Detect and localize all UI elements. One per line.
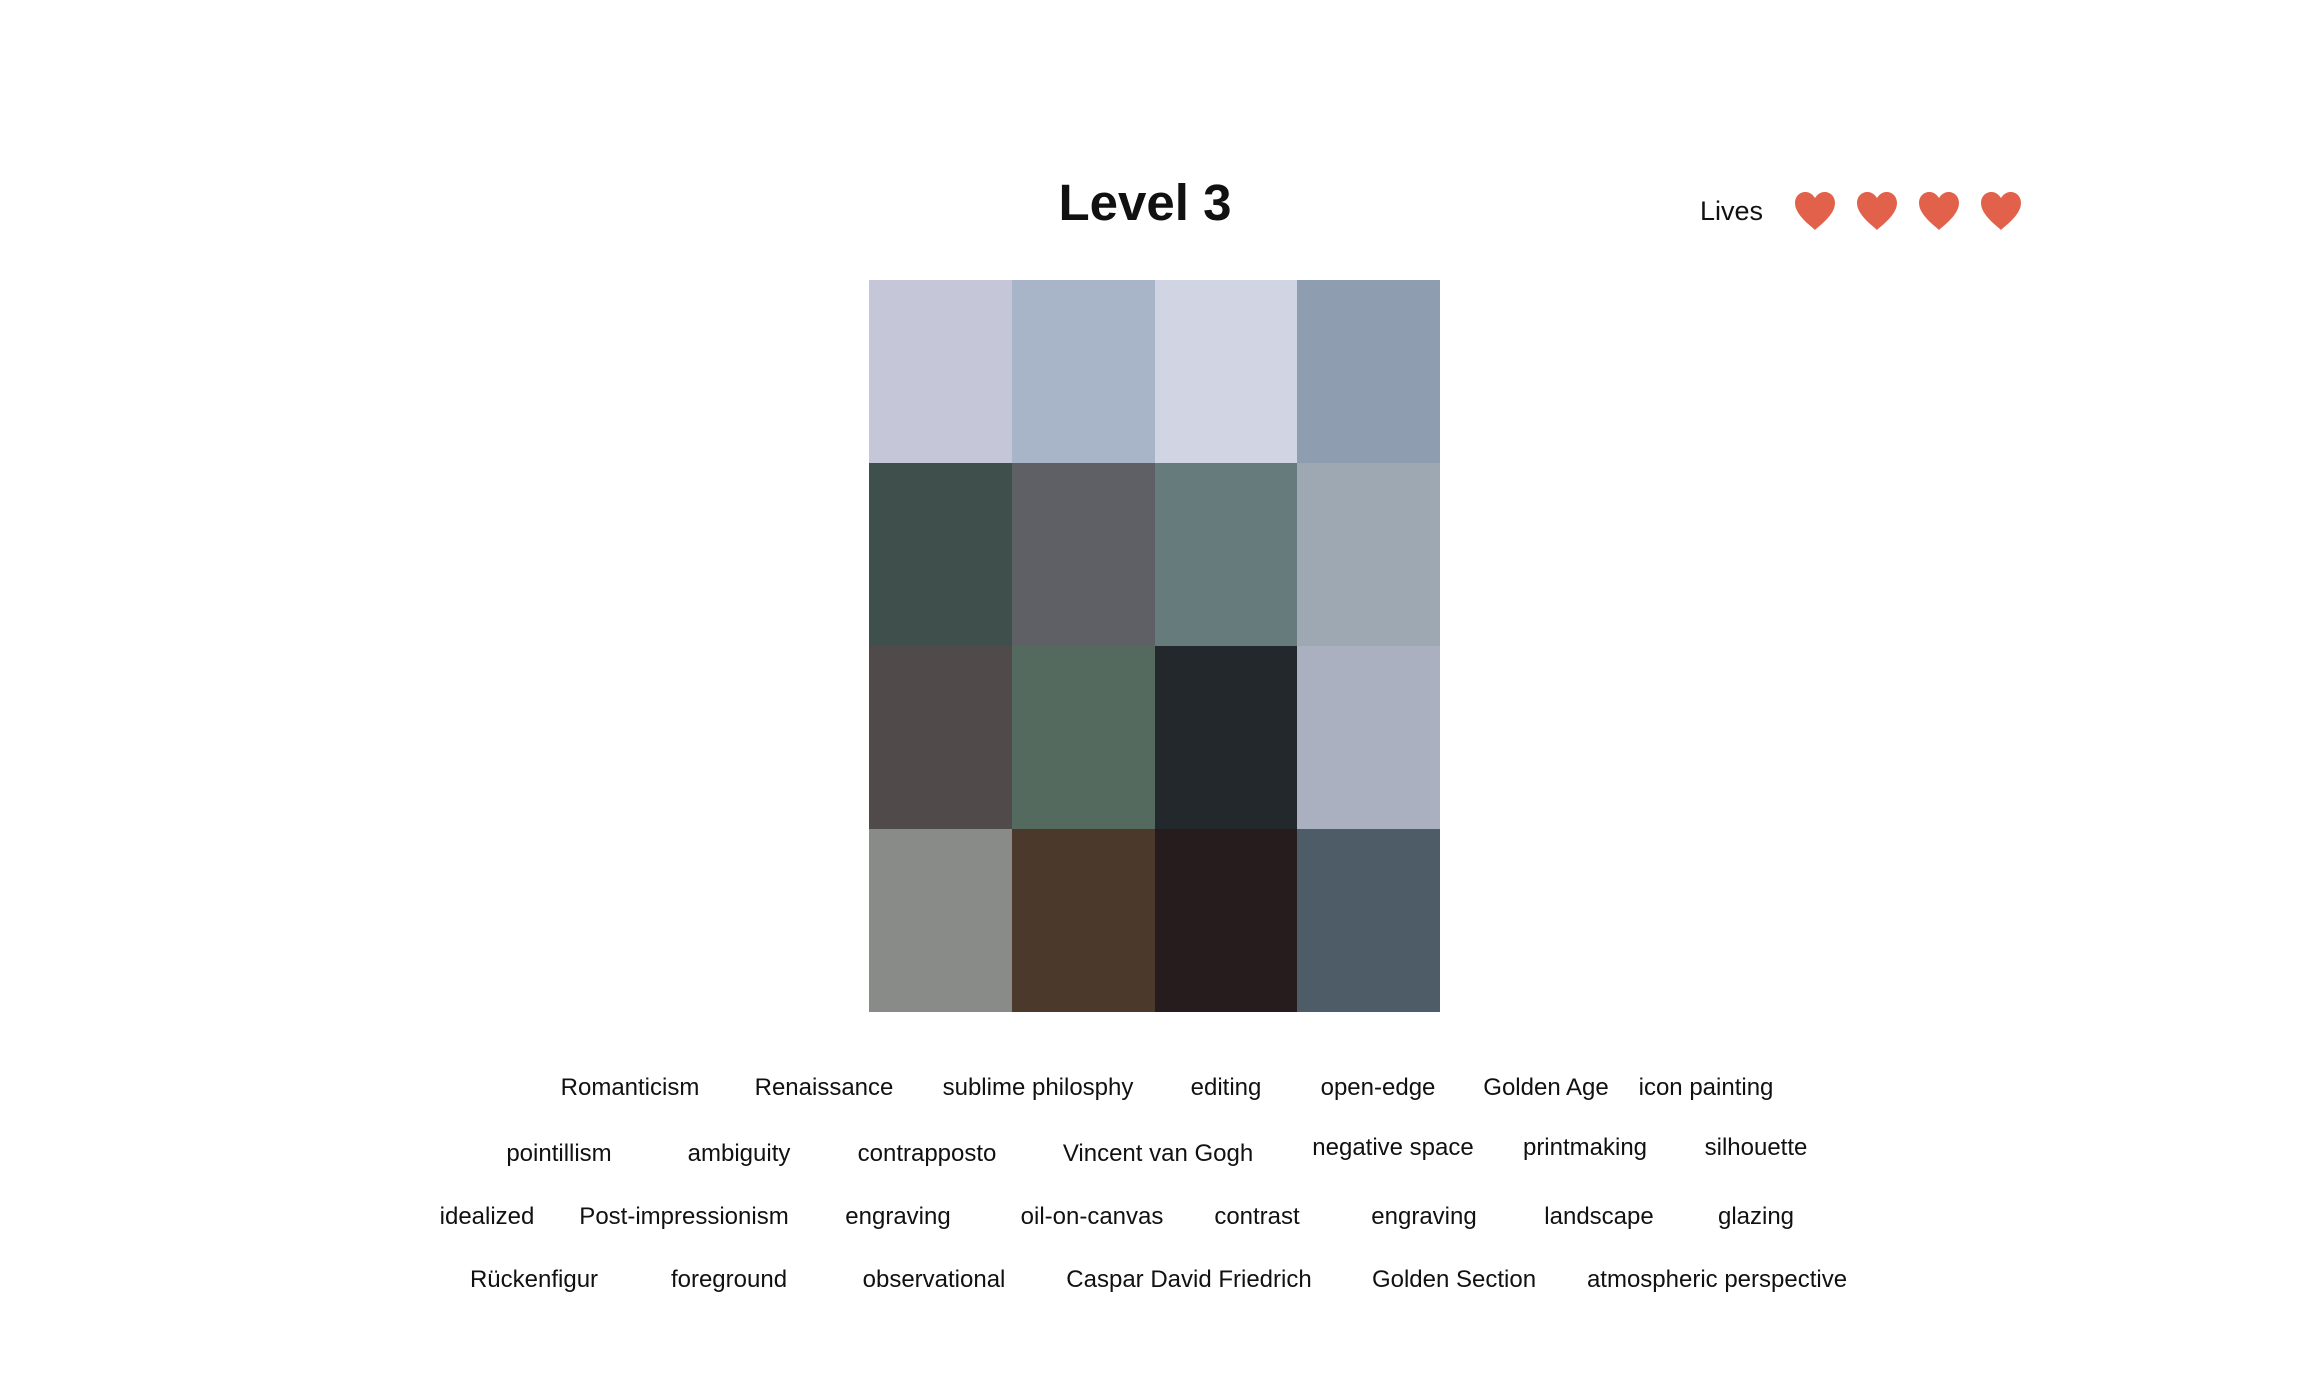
word-chip[interactable]: idealized bbox=[439, 1203, 535, 1230]
word-chip[interactable]: printmaking bbox=[1522, 1134, 1648, 1161]
level-title: Level 3 bbox=[1058, 174, 1232, 231]
word-chip[interactable]: Caspar David Friedrich bbox=[1066, 1266, 1312, 1293]
word-chip[interactable]: engraving bbox=[845, 1203, 951, 1230]
word-chip[interactable]: Renaissance bbox=[754, 1074, 894, 1101]
word-chip[interactable]: editing bbox=[1190, 1074, 1262, 1101]
word-chip[interactable]: Golden Age bbox=[1483, 1074, 1609, 1101]
word-chip[interactable]: silhouette bbox=[1704, 1134, 1808, 1161]
mosaic-tile bbox=[1297, 280, 1440, 463]
mosaic-tile bbox=[1297, 646, 1440, 829]
word-chip[interactable]: engraving bbox=[1371, 1203, 1477, 1230]
mosaic-tile bbox=[869, 463, 1012, 646]
word-chip[interactable]: oil-on-canvas bbox=[1020, 1203, 1164, 1230]
heart-icon bbox=[1793, 190, 1837, 232]
mosaic-tile bbox=[1297, 463, 1440, 646]
pixelated-artwork bbox=[869, 280, 1440, 1012]
mosaic-tile bbox=[1154, 463, 1298, 646]
mosaic-tile bbox=[1154, 280, 1298, 463]
mosaic-tile bbox=[869, 829, 1012, 1012]
word-chip[interactable]: atmospheric perspective bbox=[1586, 1266, 1848, 1293]
word-chip[interactable]: ambiguity bbox=[687, 1140, 791, 1167]
word-chip[interactable]: landscape bbox=[1544, 1203, 1654, 1230]
mosaic-tile bbox=[1154, 646, 1298, 829]
mosaic-tile bbox=[1011, 829, 1155, 1012]
word-chip[interactable]: negative space bbox=[1312, 1134, 1474, 1161]
word-chip[interactable]: pointillism bbox=[506, 1140, 612, 1167]
word-chip[interactable]: Post-impressionism bbox=[579, 1203, 789, 1230]
word-chip[interactable]: glazing bbox=[1717, 1203, 1795, 1230]
heart-icon bbox=[1979, 190, 2023, 232]
heart-icon bbox=[1855, 190, 1899, 232]
word-chip[interactable]: foreground bbox=[670, 1266, 788, 1293]
word-chip[interactable]: Golden Section bbox=[1371, 1266, 1537, 1293]
mosaic-tile bbox=[1011, 280, 1155, 463]
heart-icon bbox=[1917, 190, 1961, 232]
hearts-container bbox=[1793, 190, 2041, 232]
mosaic-tile bbox=[869, 280, 1012, 463]
mosaic-tile bbox=[1297, 829, 1440, 1012]
lives-label: Lives bbox=[1700, 195, 1764, 226]
word-chip[interactable]: sublime philosphy bbox=[942, 1074, 1134, 1101]
mosaic-tile bbox=[869, 646, 1012, 829]
word-chip[interactable]: icon painting bbox=[1638, 1074, 1774, 1101]
word-chip[interactable]: contrapposto bbox=[857, 1140, 997, 1167]
word-chip[interactable]: Rückenfigur bbox=[469, 1266, 599, 1293]
mosaic-tile bbox=[1011, 463, 1155, 646]
word-chip[interactable]: observational bbox=[862, 1266, 1006, 1293]
lives-indicator: Lives bbox=[1700, 186, 2041, 236]
word-chip[interactable]: contrast bbox=[1214, 1203, 1300, 1230]
mosaic-tile bbox=[1011, 646, 1155, 829]
word-chip[interactable]: Romanticism bbox=[560, 1074, 700, 1101]
mosaic-tile bbox=[1154, 829, 1298, 1012]
word-chip[interactable]: open-edge bbox=[1320, 1074, 1436, 1101]
word-chip[interactable]: Vincent van Gogh bbox=[1062, 1140, 1254, 1167]
